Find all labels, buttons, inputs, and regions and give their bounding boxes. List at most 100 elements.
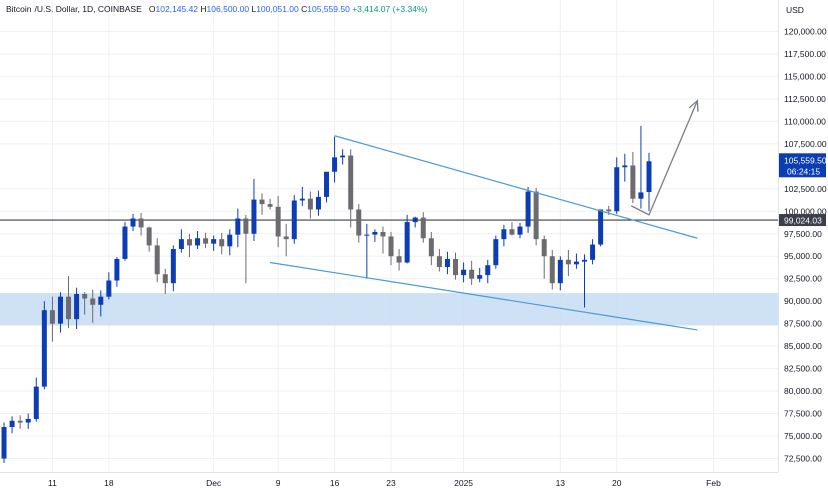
- candle-body[interactable]: [291, 200, 297, 240]
- candle-body[interactable]: [203, 238, 209, 244]
- support-zone-rect[interactable]: [0, 293, 778, 326]
- candle-body[interactable]: [638, 192, 644, 199]
- candle-body[interactable]: [195, 238, 201, 246]
- candle-body[interactable]: [428, 238, 434, 257]
- candle-body[interactable]: [324, 171, 330, 197]
- candle-body[interactable]: [453, 258, 459, 276]
- candle-body[interactable]: [485, 265, 491, 276]
- candle-body[interactable]: [525, 191, 531, 227]
- wedge-lower-trendline[interactable]: [269, 261, 698, 331]
- candle-body[interactable]: [66, 296, 72, 320]
- candle-body[interactable]: [477, 275, 483, 279]
- candle-body[interactable]: [275, 206, 281, 237]
- candle-body[interactable]: [211, 239, 217, 244]
- candle-body[interactable]: [493, 239, 499, 266]
- candle-body[interactable]: [41, 310, 47, 387]
- candle-body[interactable]: [170, 249, 176, 284]
- candle-body[interactable]: [404, 222, 410, 263]
- projection-path[interactable]: [630, 100, 698, 216]
- candle-body[interactable]: [533, 191, 539, 240]
- candle-body[interactable]: [364, 234, 370, 236]
- candle-body[interactable]: [227, 234, 233, 247]
- price-axis-panel[interactable]: [778, 0, 828, 492]
- open-label: O: [148, 4, 156, 14]
- candle-body[interactable]: [307, 198, 313, 210]
- candle-body[interactable]: [565, 259, 571, 265]
- candle-body[interactable]: [9, 420, 15, 428]
- candle-body[interactable]: [348, 155, 354, 210]
- candle-body[interactable]: [259, 199, 265, 205]
- candle-body[interactable]: [114, 258, 120, 281]
- candle-body[interactable]: [388, 236, 394, 257]
- price-tick-label: 115,000.00: [784, 71, 826, 81]
- candle-body[interactable]: [130, 218, 136, 227]
- candle-body[interactable]: [582, 259, 588, 262]
- candlestick-series: [1, 125, 652, 464]
- candle-body[interactable]: [154, 245, 160, 275]
- candle-body[interactable]: [315, 196, 321, 210]
- candle-body[interactable]: [267, 204, 273, 207]
- candle-body[interactable]: [501, 229, 507, 240]
- wedge-upper-trendline[interactable]: [334, 135, 698, 239]
- candle-body[interactable]: [74, 293, 80, 320]
- candle-body[interactable]: [90, 298, 96, 305]
- candle-body[interactable]: [98, 296, 104, 305]
- candle-body[interactable]: [283, 236, 289, 240]
- candle-body[interactable]: [138, 218, 144, 228]
- bar-countdown-label: 06:24:15: [787, 166, 820, 176]
- candle-body[interactable]: [332, 157, 338, 172]
- candle-body[interactable]: [1, 427, 7, 459]
- candle-body[interactable]: [461, 269, 467, 276]
- candle-body[interactable]: [17, 420, 23, 423]
- candle-body[interactable]: [646, 161, 652, 192]
- price-tick-label: 75,000.00: [784, 431, 822, 441]
- high-label: H: [200, 4, 207, 14]
- candle-body[interactable]: [299, 198, 305, 201]
- candle-body[interactable]: [57, 296, 63, 324]
- candle-body[interactable]: [146, 227, 152, 246]
- candle-body[interactable]: [541, 239, 547, 257]
- time-axis-panel[interactable]: [0, 472, 778, 492]
- candle-body[interactable]: [162, 274, 168, 284]
- candle-body[interactable]: [469, 269, 475, 279]
- candle-body[interactable]: [622, 165, 628, 168]
- candle-body[interactable]: [219, 239, 225, 247]
- candle-body[interactable]: [436, 256, 442, 268]
- candle-body[interactable]: [412, 217, 418, 223]
- candle-body[interactable]: [557, 259, 563, 284]
- candle-body[interactable]: [243, 218, 249, 234]
- candle-body[interactable]: [630, 165, 636, 199]
- candle-body[interactable]: [25, 418, 31, 423]
- candle-body[interactable]: [396, 256, 402, 263]
- candle-body[interactable]: [251, 199, 257, 234]
- candle-body[interactable]: [549, 256, 555, 284]
- candle-body[interactable]: [614, 167, 620, 212]
- candle-body[interactable]: [509, 229, 515, 235]
- price-tick-label: 112,500.00: [784, 94, 826, 104]
- low-value: 100,051.00: [256, 4, 299, 14]
- candle-body[interactable]: [106, 280, 112, 297]
- candle-body[interactable]: [444, 258, 450, 268]
- symbol-name[interactable]: Bitcoin: [6, 4, 32, 14]
- candle-body[interactable]: [356, 209, 362, 236]
- candle-body[interactable]: [380, 231, 386, 237]
- candle-body[interactable]: [517, 226, 523, 235]
- candle-body[interactable]: [573, 261, 579, 265]
- candle-body[interactable]: [122, 226, 128, 259]
- candle-body[interactable]: [235, 218, 241, 235]
- candle-body[interactable]: [598, 209, 604, 245]
- candle-body[interactable]: [606, 209, 612, 212]
- open-value: 102,145.42: [155, 4, 199, 14]
- candle-body[interactable]: [340, 155, 346, 158]
- candle-body[interactable]: [178, 239, 184, 250]
- candle-body[interactable]: [420, 217, 426, 239]
- candle-body[interactable]: [82, 293, 88, 299]
- candle-body[interactable]: [49, 310, 55, 324]
- candle-body[interactable]: [372, 231, 378, 235]
- last-price-label: 105,559.50: [784, 155, 827, 165]
- candle-body[interactable]: [33, 386, 39, 419]
- candle-body[interactable]: [590, 244, 596, 260]
- candle-body[interactable]: [186, 239, 192, 246]
